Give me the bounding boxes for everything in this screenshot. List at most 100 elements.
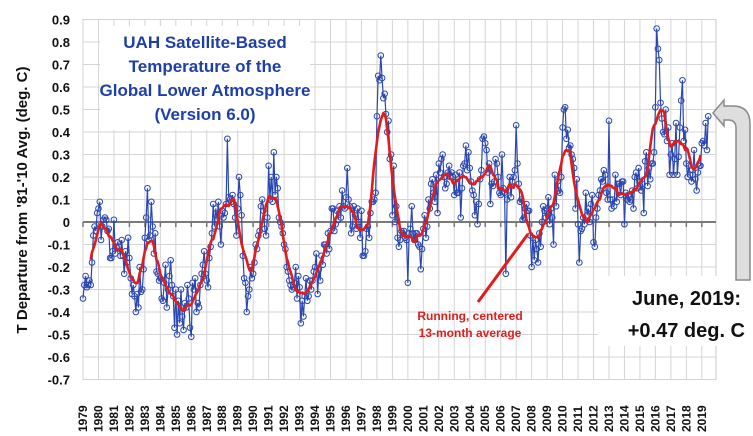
monthly-point [249, 270, 257, 278]
monthly-point [512, 121, 520, 129]
monthly-point [185, 295, 193, 302]
latest-arrow-icon [712, 97, 751, 281]
monthly-point [356, 234, 364, 242]
monthly-point [389, 211, 396, 219]
y-tick-label: -0.4 [48, 305, 71, 320]
monthly-point [212, 205, 220, 212]
title-line-2: Temperature of the [129, 57, 282, 76]
monthly-point [300, 313, 307, 320]
monthly-point [408, 202, 416, 210]
x-tick-label: 1983 [138, 405, 152, 432]
y-tick-label: 0.4 [52, 125, 71, 140]
x-tick-label: 2016 [648, 405, 662, 432]
monthly-point [180, 326, 187, 334]
title-line-3: Global Lower Atmosphere [100, 81, 311, 100]
x-tick-label: 2007 [509, 405, 523, 432]
monthly-point [96, 198, 104, 206]
monthly-point [438, 155, 445, 163]
running-mean-pointer [476, 233, 530, 303]
monthly-point [588, 191, 596, 199]
monthly-point [362, 247, 369, 255]
monthly-point [545, 193, 552, 201]
monthly-point [546, 220, 553, 228]
monthly-point [681, 126, 689, 134]
x-tick-label: 2019 [695, 405, 709, 432]
running-mean-label-2: 13-month average [419, 326, 522, 340]
x-tick-label: 2010 [556, 405, 570, 432]
monthly-point [686, 171, 694, 179]
monthly-point [582, 189, 590, 197]
monthly-point [373, 112, 381, 120]
monthly-point [556, 189, 564, 197]
monthly-point [592, 214, 600, 221]
monthly-point [264, 214, 271, 221]
monthly-point [502, 270, 510, 278]
y-tick-label: 0.5 [52, 103, 70, 118]
y-tick-label: 0.6 [52, 80, 70, 95]
monthly-point [203, 277, 211, 284]
monthly-point [221, 209, 229, 217]
monthly-point [126, 254, 133, 262]
monthly-point [149, 223, 156, 230]
monthly-point [599, 178, 606, 185]
monthly-point [606, 196, 614, 203]
monthly-point [110, 216, 118, 224]
monthly-point [236, 191, 244, 199]
monthly-point [97, 236, 105, 244]
x-tick-label: 1998 [370, 405, 384, 432]
monthly-point [190, 286, 198, 293]
x-tick-label: 1982 [122, 405, 136, 432]
monthly-point [679, 76, 686, 84]
monthly-point [427, 180, 435, 188]
monthly-point [274, 184, 281, 192]
monthly-point [167, 256, 174, 264]
monthly-point [194, 299, 202, 307]
monthly-point [316, 277, 324, 284]
monthly-point [178, 313, 186, 320]
monthly-point [674, 171, 681, 179]
monthly-point [108, 254, 115, 262]
monthly-point [572, 205, 579, 212]
monthly-point [612, 171, 619, 179]
monthly-point [667, 151, 675, 158]
monthly-point [171, 324, 178, 332]
monthly-point [550, 241, 557, 248]
monthly-point [534, 259, 542, 266]
x-tick-label: 2012 [587, 405, 601, 432]
monthly-point [456, 169, 463, 176]
monthly-point [487, 200, 494, 208]
monthly-point [704, 112, 712, 120]
monthly-point [640, 209, 648, 217]
monthly-point [603, 189, 610, 197]
y-axis-title: T Departure from '81-'10 Avg. (deg. C) [14, 67, 31, 334]
monthly-point [492, 155, 499, 163]
monthly-point [454, 189, 462, 197]
monthly-point [672, 119, 680, 127]
x-tick-label: 2018 [679, 405, 693, 432]
monthly-point [404, 279, 412, 287]
monthly-point [270, 148, 278, 156]
monthly-point [294, 272, 302, 280]
monthly-point [378, 74, 386, 82]
monthly-point [162, 261, 169, 269]
monthly-point [102, 216, 110, 224]
monthly-point [650, 148, 658, 156]
monthly-point [238, 211, 245, 219]
monthly-point [690, 146, 698, 154]
x-tick-label: 1999 [385, 405, 399, 432]
monthly-point [148, 198, 155, 206]
monthly-point [436, 169, 444, 176]
monthly-point [224, 135, 231, 143]
monthly-point [297, 319, 305, 327]
monthly-point [95, 205, 102, 212]
monthly-point [605, 117, 613, 125]
running-mean-series [89, 108, 702, 313]
monthly-point [380, 94, 387, 102]
monthly-point [489, 182, 497, 190]
x-tick-label: 1994 [308, 405, 322, 432]
monthly-point [429, 175, 436, 183]
monthly-point [87, 281, 95, 289]
title-background [100, 26, 310, 130]
monthly-point [338, 187, 346, 194]
